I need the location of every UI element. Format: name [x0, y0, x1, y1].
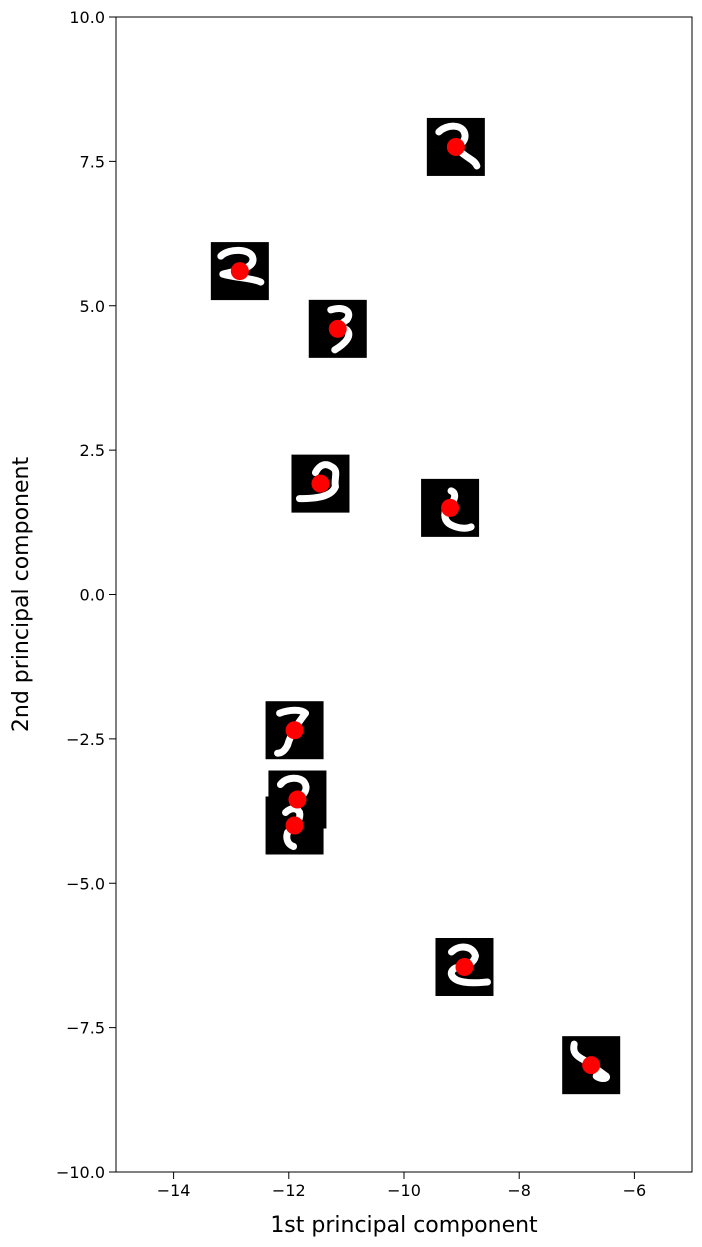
data-points [230, 137, 601, 1075]
y-tick-label: 2.5 [80, 441, 105, 460]
data-point [285, 721, 304, 740]
y-tick-label: −2.5 [66, 730, 105, 749]
data-point [582, 1056, 601, 1075]
x-tick-label: −14 [157, 1181, 191, 1200]
y-tick-label: 5.0 [80, 297, 105, 316]
data-point [311, 474, 330, 493]
data-point [230, 262, 249, 281]
y-tick-label: −7.5 [66, 1019, 105, 1038]
y-tick-label: −5.0 [66, 874, 105, 893]
y-tick-label: 7.5 [80, 152, 105, 171]
y-tick-label: −10.0 [56, 1163, 105, 1182]
x-tick-label: −8 [507, 1181, 531, 1200]
y-tick-label: 0.0 [80, 586, 105, 605]
digit-thumbnail [426, 117, 485, 176]
x-tick-label: −10 [387, 1181, 421, 1200]
plot-frame [115, 16, 693, 1173]
y-axis-label: 2nd principal component [9, 457, 34, 733]
data-point [441, 498, 460, 517]
x-tick-label: −12 [272, 1181, 306, 1200]
data-point [288, 790, 307, 809]
x-tick-label: −6 [623, 1181, 647, 1200]
data-point [446, 137, 465, 156]
x-axis-label: 1st principal component [270, 1213, 538, 1238]
data-point [285, 816, 304, 835]
y-tick-label: 10.0 [69, 8, 105, 27]
x-axis: −14 −12 −10 −8 −6 [157, 1172, 646, 1200]
data-point [328, 319, 347, 338]
data-point [455, 957, 474, 976]
digit-thumbnails [210, 117, 621, 1095]
y-axis: −10.0 −7.5 −5.0 −2.5 0.0 2.5 5.0 7.5 10.0 [56, 8, 116, 1182]
